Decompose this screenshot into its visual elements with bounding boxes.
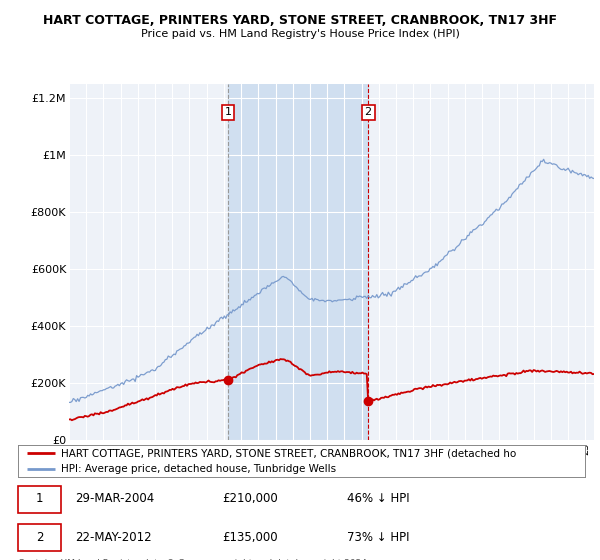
Text: 22-MAY-2012: 22-MAY-2012	[75, 530, 151, 544]
FancyBboxPatch shape	[18, 524, 61, 550]
Text: £210,000: £210,000	[222, 492, 278, 506]
Text: HPI: Average price, detached house, Tunbridge Wells: HPI: Average price, detached house, Tunb…	[61, 464, 335, 474]
Text: 1: 1	[225, 108, 232, 118]
Text: 73% ↓ HPI: 73% ↓ HPI	[347, 530, 409, 544]
Text: HART COTTAGE, PRINTERS YARD, STONE STREET, CRANBROOK, TN17 3HF: HART COTTAGE, PRINTERS YARD, STONE STREE…	[43, 14, 557, 27]
Text: 29-MAR-2004: 29-MAR-2004	[75, 492, 154, 506]
Bar	[228, 84, 368, 440]
Text: 2: 2	[36, 530, 43, 544]
Text: Contains HM Land Registry data © Crown copyright and database right 2024.
This d: Contains HM Land Registry data © Crown c…	[18, 559, 370, 560]
Text: 1: 1	[36, 492, 43, 506]
Text: £135,000: £135,000	[222, 530, 278, 544]
Text: 2: 2	[365, 108, 372, 118]
Text: Price paid vs. HM Land Registry's House Price Index (HPI): Price paid vs. HM Land Registry's House …	[140, 29, 460, 39]
FancyBboxPatch shape	[18, 486, 61, 512]
Text: 46% ↓ HPI: 46% ↓ HPI	[347, 492, 409, 506]
Text: HART COTTAGE, PRINTERS YARD, STONE STREET, CRANBROOK, TN17 3HF (detached ho: HART COTTAGE, PRINTERS YARD, STONE STREE…	[61, 449, 516, 459]
